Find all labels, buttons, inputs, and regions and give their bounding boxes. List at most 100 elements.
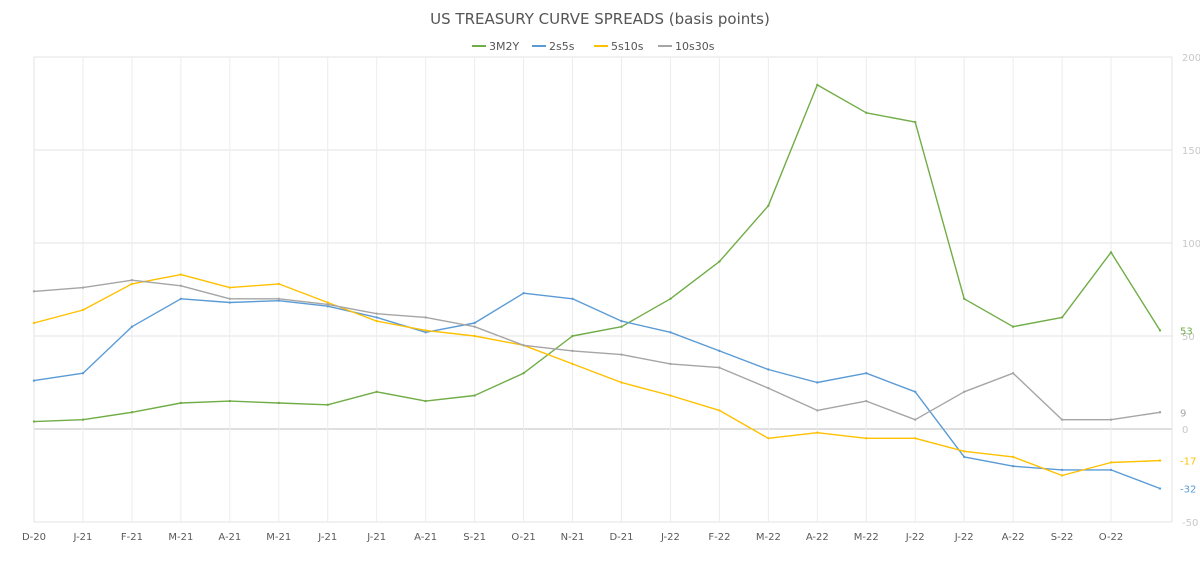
data-point-10s30s [473, 325, 476, 328]
x-tick-label: D-20 [22, 532, 46, 543]
gridlines [33, 56, 1173, 523]
data-point-5s10s [718, 409, 721, 412]
x-tick-label: D-21 [609, 532, 633, 543]
data-point-3m2y [424, 399, 427, 403]
y-tick-label: 200 [1182, 53, 1200, 64]
data-point-10s30s [1011, 372, 1015, 375]
data-point-10s30s [767, 386, 770, 390]
data-point-5s10s [669, 394, 672, 397]
legend-label-2s5s: 2s5s [549, 40, 575, 53]
data-point-10s30s [228, 297, 232, 300]
data-point-10s30s [326, 303, 329, 306]
legend-label-5s10s: 5s10s [611, 40, 644, 53]
data-point-3m2y [865, 111, 868, 115]
data-point-10s30s [81, 286, 85, 289]
data-point-3m2y [179, 401, 183, 405]
data-point-2s5s [962, 455, 966, 459]
data-point-2s5s [375, 316, 378, 319]
y-tick-label: 50 [1182, 332, 1195, 343]
y-tick-label: 0 [1182, 425, 1188, 436]
data-point-2s5s [1158, 487, 1162, 490]
x-tick-label: O-22 [1099, 532, 1123, 543]
data-point-3m2y [914, 120, 917, 124]
x-tick-label: J-21 [72, 532, 92, 543]
data-point-5s10s [1109, 461, 1113, 464]
data-point-5s10s [1158, 459, 1162, 462]
x-tick-label: M-22 [756, 532, 781, 543]
data-point-5s10s [179, 273, 183, 276]
data-point-3m2y [522, 372, 525, 375]
end-labels: 53 -32 -17 9 [1180, 326, 1196, 495]
data-point-10s30s [522, 344, 525, 347]
data-point-10s30s [424, 316, 427, 319]
data-point-5s10s [620, 381, 623, 384]
data-point-2s5s [718, 349, 721, 353]
x-tick-label: N-21 [561, 532, 585, 543]
data-point-3m2y [326, 403, 329, 407]
legend-label-3m2y: 3M2Y [489, 40, 519, 53]
data-point-5s10s [32, 321, 36, 325]
x-tick-label: A-22 [1002, 532, 1025, 543]
data-point-5s10s [816, 431, 819, 434]
chart-title: US TREASURY CURVE SPREADS (basis points) [430, 10, 770, 28]
x-axis: D-20 J-21 F-21 M-21 A-21 M-21 J-21 J-21 A-21 S-21… [22, 532, 1123, 543]
x-tick-label: F-22 [708, 532, 730, 543]
data-point-3m2y [1158, 329, 1162, 332]
data-point-10s30s [130, 279, 134, 282]
data-point-3m2y [130, 411, 134, 414]
data-point-2s5s [816, 381, 819, 384]
data-point-3m2y [718, 260, 721, 263]
data-point-5s10s [865, 437, 868, 440]
data-point-10s30s [1158, 411, 1162, 414]
data-point-2s5s [1060, 468, 1064, 472]
data-point-3m2y [473, 394, 476, 397]
data-point-2s5s [522, 292, 525, 295]
data-point-2s5s [81, 372, 85, 375]
data-point-2s5s [571, 297, 574, 300]
series-line-3m2y [33, 84, 1161, 423]
data-point-3m2y [1109, 251, 1113, 254]
x-tick-label: J-22 [905, 532, 925, 543]
x-tick-label: S-21 [463, 532, 486, 543]
x-tick-label: A-22 [806, 532, 829, 543]
data-point-3m2y [669, 297, 672, 300]
y-tick-label: 100 [1182, 239, 1200, 250]
x-tick-label: A-21 [414, 532, 437, 543]
end-label-5s10s: -17 [1180, 457, 1196, 468]
data-point-2s5s [326, 305, 329, 308]
data-point-3m2y [816, 83, 819, 87]
series-line-10s30s [33, 279, 1161, 421]
x-tick-label: M-22 [854, 532, 879, 543]
end-label-3m2y: 53 [1180, 326, 1193, 337]
data-point-10s30s [277, 297, 280, 300]
data-point-2s5s [32, 379, 36, 382]
x-tick-label: M-21 [168, 532, 193, 543]
data-point-3m2y [1060, 316, 1064, 319]
data-point-2s5s [620, 319, 623, 323]
data-point-3m2y [81, 418, 85, 421]
data-point-5s10s [767, 437, 770, 440]
data-point-5s10s [1011, 455, 1015, 459]
x-tick-label: J-21 [366, 532, 386, 543]
data-point-10s30s [865, 399, 868, 403]
x-tick-label: F-21 [121, 532, 143, 543]
data-point-10s30s [1109, 418, 1113, 421]
legend: 3M2Y 2s5s 5s10s 10s30s [472, 40, 715, 53]
data-point-5s10s [326, 301, 329, 304]
data-point-3m2y [620, 325, 623, 328]
x-tick-label: J-21 [317, 532, 337, 543]
data-point-5s10s [375, 319, 378, 323]
data-point-2s5s [424, 331, 427, 334]
data-point-2s5s [1011, 465, 1015, 468]
data-point-10s30s [669, 362, 672, 366]
y-axis: 200 150 100 50 0 -50 [1182, 53, 1200, 529]
data-point-10s30s [962, 390, 966, 393]
data-point-5s10s [81, 308, 85, 312]
series-line-2s5s [33, 292, 1161, 490]
data-point-5s10s [277, 282, 280, 286]
end-label-2s5s: -32 [1180, 485, 1196, 496]
data-point-10s30s [816, 409, 819, 412]
data-point-3m2y [375, 390, 378, 393]
data-point-10s30s [1060, 418, 1064, 421]
data-point-2s5s [865, 372, 868, 375]
